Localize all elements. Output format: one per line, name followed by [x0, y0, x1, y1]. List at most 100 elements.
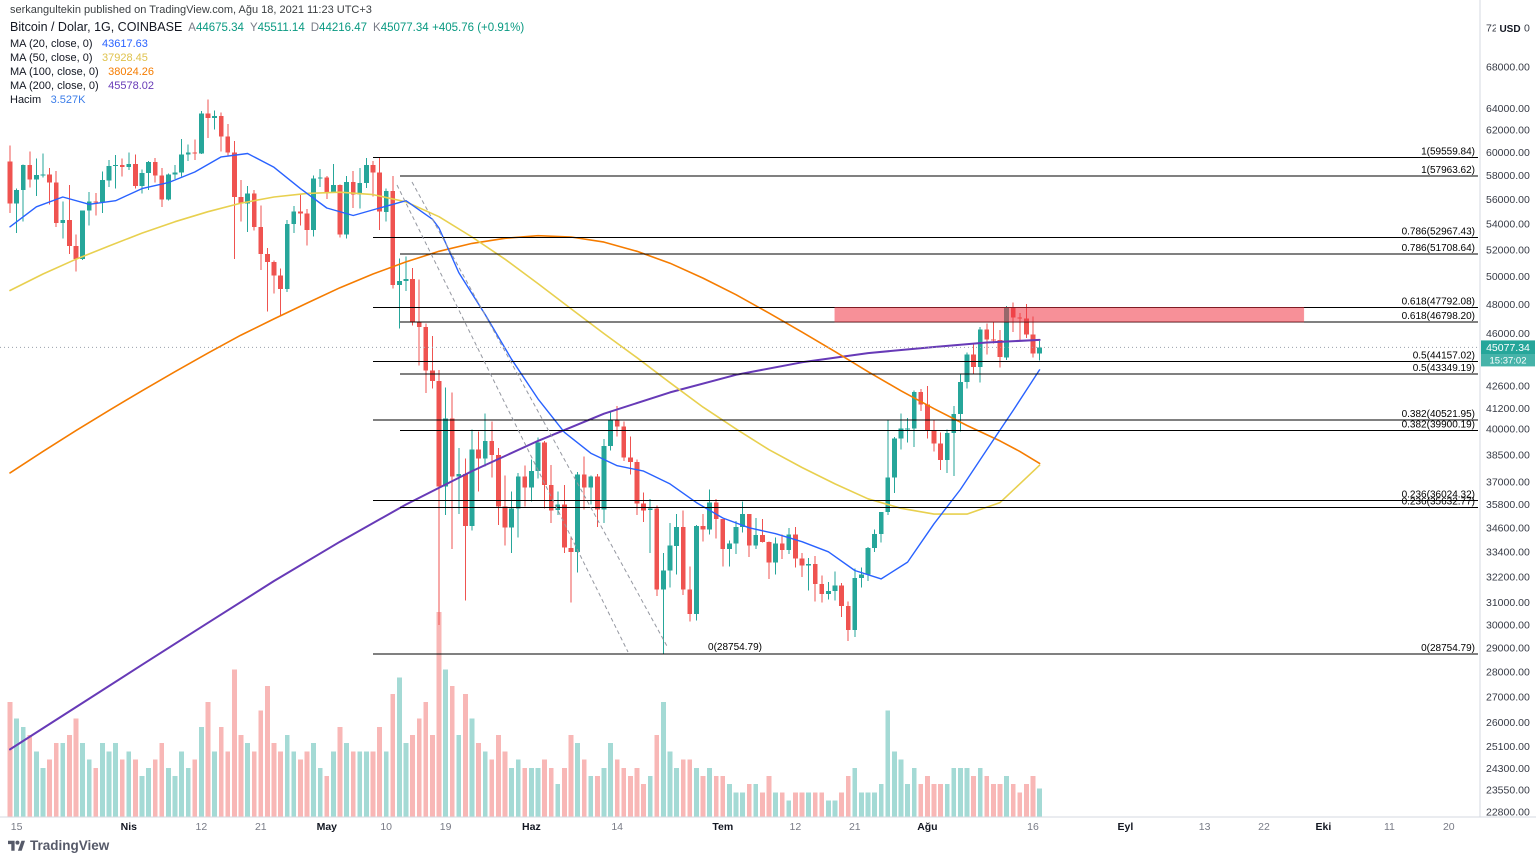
fib-level-label: 0(28754.79)	[1421, 643, 1475, 654]
volume-bar	[265, 685, 270, 817]
volume-bar	[205, 702, 211, 817]
candle-body	[456, 473, 462, 477]
volume-legend-row[interactable]: Hacim 3.527K	[10, 93, 524, 106]
price-axis-label: 35800.00	[1486, 499, 1530, 511]
high-label: Y	[249, 22, 258, 34]
candle-body	[654, 508, 660, 590]
ma100-legend-row[interactable]: MA (100, close, 0) 38024.26	[10, 65, 524, 78]
volume-bar	[1037, 788, 1042, 817]
ma100-label: MA (100, close, 0)	[10, 66, 99, 78]
ma20-legend-row[interactable]: MA (20, close, 0) 43617.63	[10, 37, 524, 50]
candle-body	[14, 189, 19, 204]
candle-body	[634, 462, 640, 504]
ma-200-line[interactable]	[9, 338, 1041, 751]
volume-bar	[601, 767, 607, 817]
volume-bar	[806, 792, 811, 817]
volume-bar	[463, 694, 468, 817]
volume-bar	[430, 735, 435, 817]
candle-body	[641, 503, 646, 511]
candle-body	[430, 370, 435, 382]
candle-body	[997, 340, 1003, 358]
candle-body	[139, 173, 145, 187]
ma50-legend-row[interactable]: MA (50, close, 0) 37928.45	[10, 51, 524, 64]
fib-level-label: 0.618(46798.20)	[1402, 311, 1475, 322]
volume-bar	[7, 702, 13, 817]
candle-body	[410, 278, 415, 323]
price-axis-label: 38500.00	[1486, 449, 1530, 461]
trendline[interactable]	[411, 181, 669, 649]
ma-100-line[interactable]	[9, 234, 1041, 474]
volume-bar	[344, 743, 349, 817]
volume-bar	[628, 776, 633, 817]
volume-bar	[390, 694, 396, 817]
candle-body	[595, 476, 600, 510]
volume-bar	[212, 751, 217, 817]
candle-body	[845, 606, 851, 630]
candle-body	[324, 177, 330, 193]
volume-bar	[971, 776, 976, 817]
ma200-legend-row[interactable]: MA (200, close, 0) 45578.02	[10, 79, 524, 92]
time-axis-label: Ağu	[917, 821, 937, 833]
candle-body	[601, 446, 607, 510]
tradingview-logo[interactable]: TradingView	[8, 838, 109, 853]
candle-body	[819, 583, 825, 594]
candle-body	[733, 526, 739, 544]
volume-bar	[760, 792, 765, 817]
volume-bar	[667, 751, 673, 817]
candle-body	[357, 183, 363, 195]
candle-body	[614, 420, 620, 427]
candle-body	[377, 172, 382, 212]
candle-body	[298, 211, 303, 214]
candle-body	[192, 152, 198, 154]
volume-bar	[713, 776, 719, 817]
ma50-value: 37928.45	[102, 52, 148, 64]
volume-bar	[476, 743, 481, 817]
volume-bar	[608, 743, 613, 817]
volume-bar	[720, 776, 726, 817]
candle-body	[225, 136, 231, 153]
volume-bar	[20, 726, 26, 817]
volume-bar	[944, 784, 950, 817]
volume-bar	[370, 751, 376, 817]
candle-body	[383, 191, 389, 212]
volume-bar	[845, 776, 851, 817]
volume-bar	[357, 751, 363, 817]
candle-body	[403, 278, 409, 281]
volume-bar	[898, 759, 904, 817]
ma-50-line[interactable]	[9, 191, 1041, 515]
candle-body	[647, 508, 653, 511]
supply-zone[interactable]	[834, 307, 1305, 323]
publish-attribution: serkangultekin published on TradingView.…	[10, 4, 372, 16]
volume-bar	[496, 735, 501, 817]
volume-bar	[779, 792, 785, 817]
candle-body	[628, 457, 633, 463]
ma-20-line[interactable]	[9, 152, 1041, 580]
candle-body	[885, 477, 891, 513]
time-axis-label: Eki	[1316, 821, 1332, 833]
candle-body	[7, 161, 13, 204]
volume-bar	[852, 767, 858, 817]
currency-unit-label[interactable]: USD	[1499, 24, 1520, 35]
volume-bar	[647, 776, 653, 817]
volume-bar	[694, 767, 699, 817]
candle-body	[1037, 347, 1042, 354]
volume-bar	[562, 767, 567, 817]
ma50-label: MA (50, close, 0)	[10, 52, 93, 64]
candle-body	[205, 113, 211, 118]
volume-bar	[436, 612, 442, 817]
volume-bar	[139, 776, 145, 817]
candle-body	[27, 165, 33, 180]
volume-bar	[1004, 776, 1009, 817]
candle-body	[106, 166, 112, 181]
candle-body	[964, 354, 970, 383]
price-axis-label: 54000.00	[1486, 219, 1530, 231]
candle-body	[779, 543, 785, 550]
volume-bar	[680, 759, 686, 817]
symbol-legend-row[interactable]: Bitcoin / Dolar, 1G, COINBASE A44675.34 Y4…	[10, 21, 524, 34]
fib-level-label: 0.618(47792.08)	[1402, 297, 1475, 308]
candle-body	[826, 591, 831, 594]
candle-body	[350, 181, 356, 195]
trendline[interactable]	[396, 184, 629, 653]
time-axis-label: Haz	[522, 821, 541, 833]
